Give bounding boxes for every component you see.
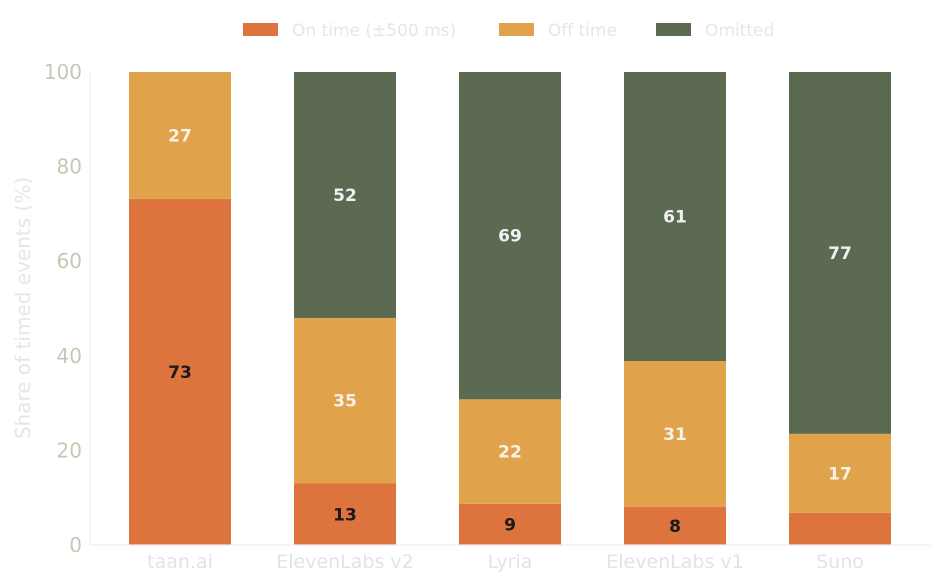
- data-label: 31: [663, 425, 687, 445]
- data-label: 61: [663, 208, 687, 228]
- y-tick-label: 40: [57, 344, 82, 368]
- x-tick-label: ElevenLabs v1: [606, 551, 744, 573]
- bar-segment: [294, 72, 396, 318]
- bar-stack: 9 22 69: [459, 72, 561, 545]
- y-tick-label: 60: [57, 249, 82, 273]
- data-label: 13: [333, 505, 357, 525]
- bar-segment: [789, 512, 891, 545]
- legend-label: Omitted: [705, 21, 774, 41]
- bar-segment: [129, 72, 231, 199]
- legend-label: Off time: [548, 21, 617, 41]
- data-label: 9: [504, 515, 516, 535]
- data-label: 27: [168, 126, 192, 146]
- data-label: 73: [168, 363, 192, 383]
- y-tick-label: 20: [57, 438, 82, 462]
- y-axis: 0 20 40 60 80 100: [44, 60, 91, 557]
- bar-stack: 73 27: [129, 72, 231, 545]
- y-tick-label: 100: [44, 60, 82, 84]
- bar-segment: [129, 198, 231, 545]
- x-tick-label: ElevenLabs v2: [276, 551, 414, 573]
- bar-segment: [294, 483, 396, 545]
- legend-swatch: [499, 23, 534, 36]
- legend-swatch: [243, 23, 278, 36]
- bar-segment: [459, 72, 561, 400]
- data-label: 17: [828, 464, 852, 484]
- data-label: 35: [333, 392, 357, 412]
- legend-label: On time (±500 ms): [292, 21, 456, 41]
- x-tick-label: taan.ai: [147, 551, 213, 573]
- bar-segment: [459, 503, 561, 545]
- data-label: 77: [828, 244, 852, 264]
- bar-segment: [294, 317, 396, 484]
- x-tick-label: Suno: [816, 551, 864, 573]
- y-axis-title: Share of timed events (%): [11, 177, 35, 439]
- x-tick-label: Lyria: [488, 551, 533, 573]
- legend-item: Omitted: [656, 21, 774, 41]
- legend: On time (±500 ms) Off time Omitted: [243, 21, 774, 41]
- legend-item: Off time: [499, 21, 617, 41]
- bar-segment: [459, 399, 561, 504]
- data-label: 22: [498, 443, 522, 463]
- data-label: 69: [498, 227, 522, 247]
- bar-segment: [624, 72, 726, 362]
- bar-stack: 8 31 61: [624, 72, 726, 545]
- bar-segment: [789, 72, 891, 434]
- legend-item: On time (±500 ms): [243, 21, 456, 41]
- data-label: 8: [669, 517, 681, 537]
- x-axis: taan.ai ElevenLabs v2 Lyria ElevenLabs v1 Su…: [90, 544, 930, 573]
- y-tick-label: 80: [57, 155, 82, 179]
- bar-stack: 13 35 52: [294, 72, 396, 545]
- bar-segment: [789, 433, 891, 513]
- y-tick-label: 0: [69, 533, 82, 557]
- bar-segment: [624, 361, 726, 507]
- bar-segment: [624, 506, 726, 545]
- legend-swatch: [656, 23, 691, 36]
- data-label: 52: [333, 186, 357, 206]
